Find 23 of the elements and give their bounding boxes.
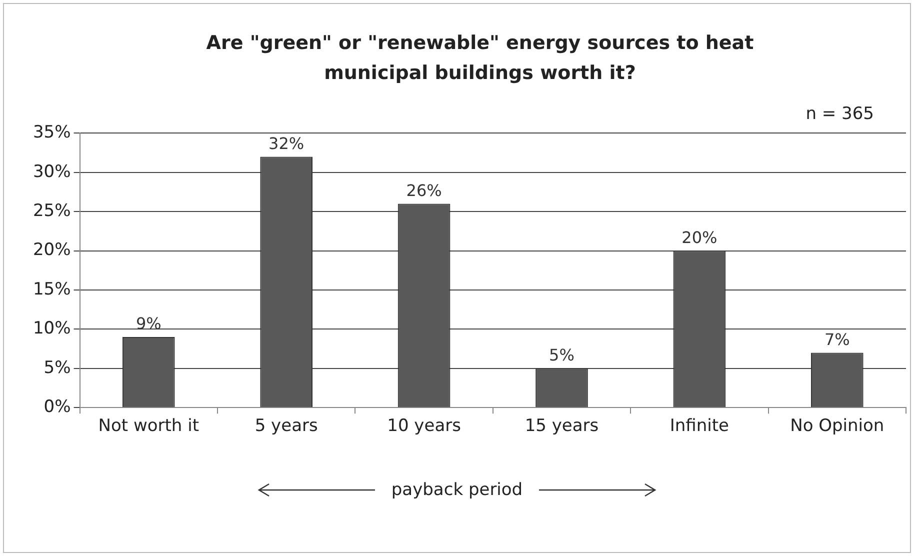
y-tick-label: 35% — [32, 122, 71, 143]
y-tick-label: 15% — [32, 279, 71, 300]
data-label: 9% — [136, 314, 162, 334]
data-label: 32% — [268, 134, 304, 153]
data-label: 26% — [406, 180, 442, 200]
data-label: 20% — [682, 228, 718, 247]
x-tick-label: Infinite — [670, 416, 730, 436]
y-tick-label: 30% — [32, 162, 71, 182]
x-tick-label: Not worth it — [98, 416, 200, 436]
x-tick-label: 10 years — [387, 416, 462, 436]
x-tick-label: No Opinion — [790, 416, 884, 436]
data-label: 7% — [824, 330, 850, 349]
data-label: 5% — [549, 346, 574, 365]
y-tick-label: 25% — [32, 201, 71, 222]
x-tick-label: 5 years — [254, 416, 318, 436]
x-axis-title: payback period — [391, 480, 523, 500]
text: n = 365 — [806, 104, 874, 124]
x-tick-label: 15 years — [524, 416, 599, 436]
y-tick-label: 20% — [32, 240, 71, 260]
y-tick-label: 10% — [32, 318, 71, 339]
y-tick-label: 5% — [44, 358, 71, 378]
chart-title: Are "green" or "renewable" energy sources to heat municipal buildings worth it? — [205, 31, 755, 86]
y-tick-label: 0% — [44, 397, 71, 418]
